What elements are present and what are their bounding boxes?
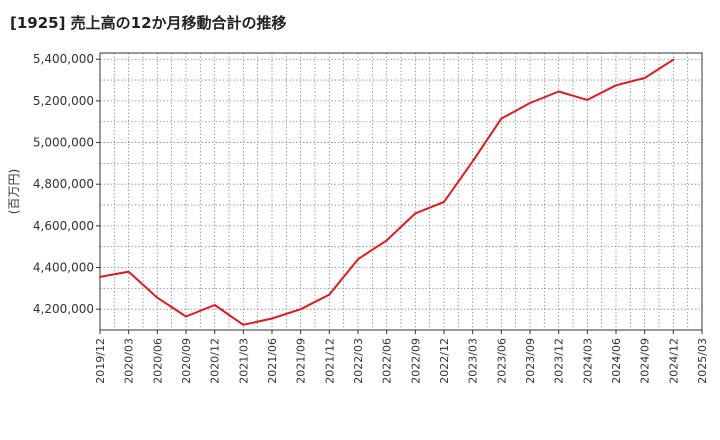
x-tick-label: 2021/09 [295, 338, 308, 384]
y-tick-label: 5,000,000 [33, 136, 94, 150]
x-tick-label: 2022/12 [438, 338, 451, 384]
x-tick-label: 2022/09 [409, 338, 422, 384]
x-tick-label: 2022/03 [352, 338, 365, 384]
x-tick-label: 2020/06 [151, 338, 164, 384]
x-tick-label: 2019/12 [94, 338, 107, 384]
x-tick-label: 2023/06 [495, 338, 508, 384]
x-tick-label: 2020/09 [180, 338, 193, 384]
y-tick-label: 4,200,000 [33, 302, 94, 316]
x-tick-label: 2021/06 [266, 338, 279, 384]
x-tick-label: 2023/03 [467, 338, 480, 384]
y-tick-label: 4,400,000 [33, 261, 94, 275]
x-tick-label: 2023/12 [553, 338, 566, 384]
series-layer [99, 58, 675, 326]
x-tick-label: 2025/03 [696, 338, 709, 384]
chart-title: [1925] 売上高の12か月移動合計の推移 [10, 14, 287, 32]
plot-border [99, 52, 703, 331]
x-tick-label: 2024/12 [667, 338, 680, 384]
x-tick-label: 2020/03 [123, 338, 136, 384]
y-tick-label: 4,800,000 [33, 177, 94, 191]
grid-layer [99, 53, 703, 331]
label-layer: 4,200,000 4,400,000 4,600,000 4,800,000 5,00… [7, 52, 709, 383]
axis-layer [96, 52, 703, 334]
y-tick-label: 5,400,000 [33, 52, 94, 66]
x-tick-label: 2024/03 [581, 338, 594, 384]
y-tick-label: 5,200,000 [33, 94, 94, 108]
y-tick-label: 4,600,000 [33, 219, 94, 233]
x-tick-label: 2023/09 [524, 338, 537, 384]
x-tick-label: 2020/12 [209, 338, 222, 384]
x-tick-label: 2021/12 [323, 338, 336, 384]
x-tick-label: 2024/06 [610, 338, 623, 384]
x-tick-label: 2022/06 [381, 338, 394, 384]
x-tick-label: 2021/03 [237, 338, 250, 384]
series-line [99, 58, 675, 326]
x-tick-label: 2024/09 [639, 338, 652, 384]
y-axis-label: (百万円) [7, 169, 21, 214]
